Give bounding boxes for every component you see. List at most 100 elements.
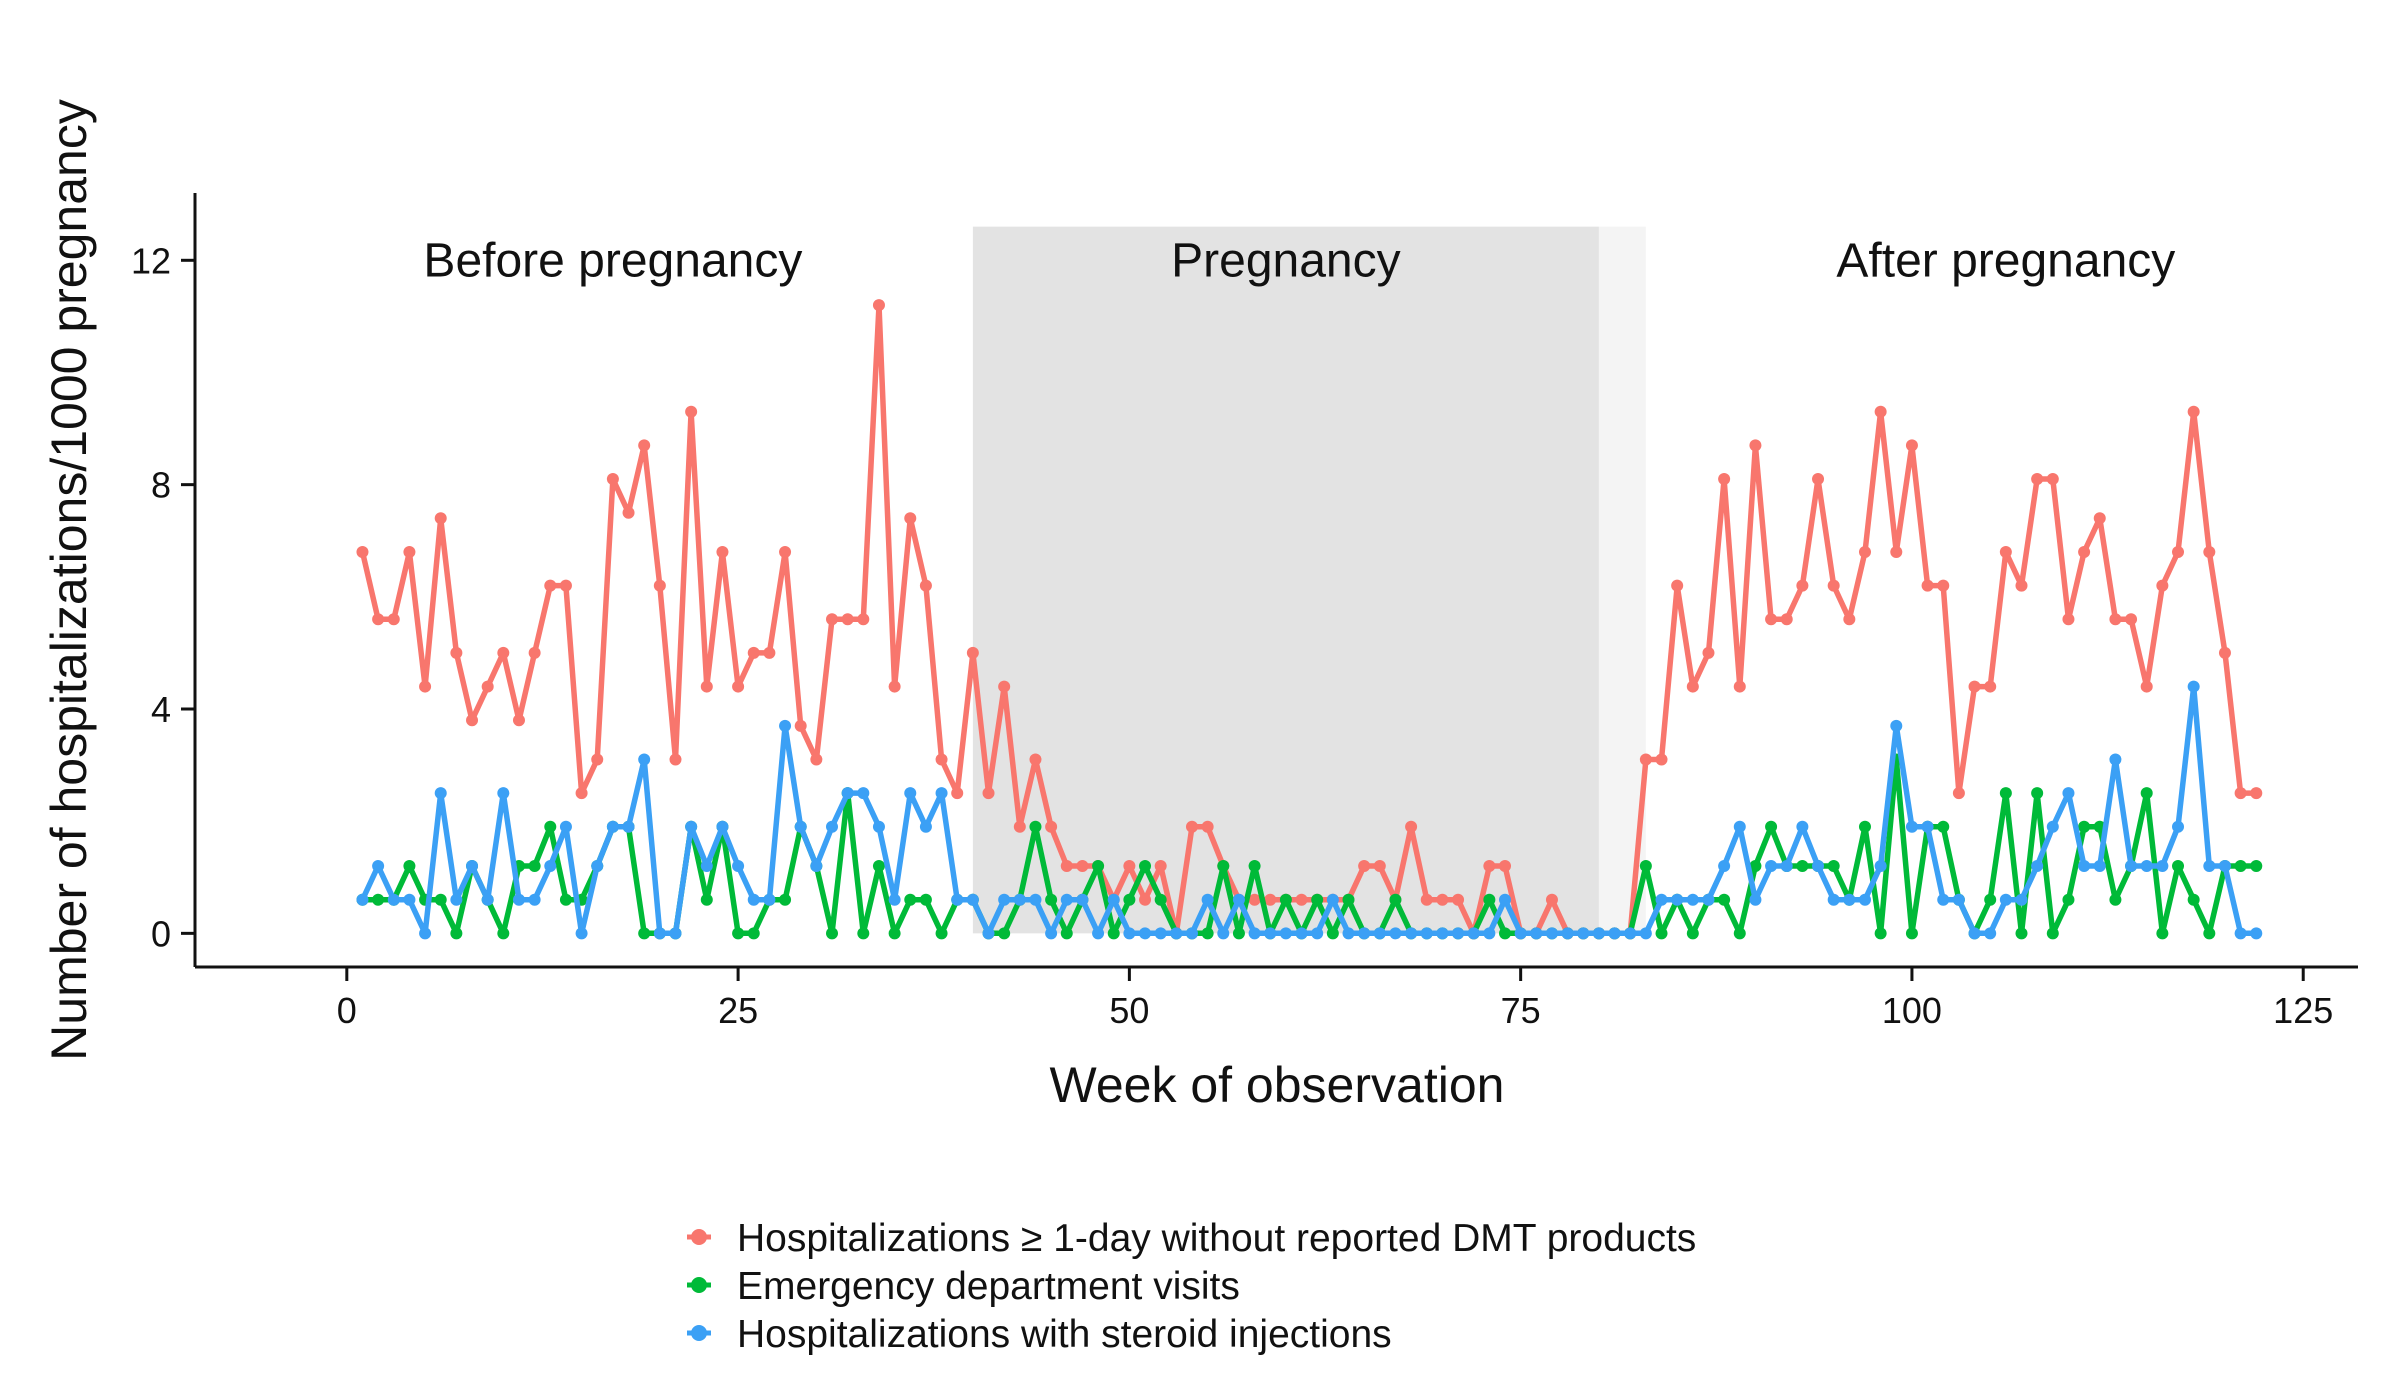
y-tick-label: 8: [151, 465, 171, 506]
legend-key-point: [691, 1277, 707, 1293]
data-point: [732, 927, 745, 940]
data-point: [1749, 860, 1762, 873]
data-point: [1655, 927, 1668, 940]
data-point: [1530, 927, 1543, 940]
data-point: [2031, 860, 2044, 873]
data-point: [1373, 860, 1386, 873]
data-point: [779, 545, 792, 558]
x-tick-label: 50: [1109, 990, 1149, 1031]
data-point: [919, 893, 932, 906]
data-point: [1107, 893, 1120, 906]
data-point: [1968, 927, 1981, 940]
legend-label: Emergency department visits: [737, 1265, 1240, 1308]
axes-layer: [193, 193, 2358, 969]
data-point: [1013, 893, 1026, 906]
data-point: [747, 927, 760, 940]
data-point: [888, 893, 901, 906]
data-point: [763, 646, 776, 659]
data-point: [1045, 893, 1058, 906]
data-point: [497, 646, 510, 659]
data-point: [1154, 927, 1167, 940]
data-point: [2140, 680, 2153, 693]
data-point: [966, 646, 979, 659]
data-point: [403, 860, 416, 873]
data-point: [1092, 860, 1105, 873]
series-3: [356, 680, 2263, 940]
data-point: [763, 893, 776, 906]
data-point: [1154, 860, 1167, 873]
data-point: [1467, 927, 1480, 940]
region-shade-transition: [1598, 226, 1646, 934]
data-point: [2156, 579, 2169, 592]
data-point: [1827, 893, 1840, 906]
data-point: [450, 893, 463, 906]
data-point: [1796, 579, 1809, 592]
data-point: [1999, 545, 2012, 558]
data-point: [1107, 927, 1120, 940]
legend-label: Hospitalizations with steroid injections: [737, 1313, 1392, 1356]
data-point: [1812, 473, 1825, 486]
data-point: [1029, 753, 1042, 766]
data-point: [700, 893, 713, 906]
data-point: [1060, 893, 1073, 906]
data-point: [1639, 860, 1652, 873]
data-point: [1608, 927, 1621, 940]
data-point: [857, 613, 870, 626]
data-point: [2015, 893, 2028, 906]
data-point: [1420, 893, 1433, 906]
data-point: [2078, 860, 2091, 873]
data-point: [1076, 893, 1089, 906]
data-point: [841, 787, 854, 800]
data-point: [857, 927, 870, 940]
data-point: [497, 787, 510, 800]
data-point: [966, 893, 979, 906]
data-point: [2015, 579, 2028, 592]
data-point: [559, 820, 572, 833]
data-point: [716, 820, 729, 833]
data-point: [606, 473, 619, 486]
data-point: [2062, 893, 2075, 906]
legend-item-3: Hospitalizations with steroid injections: [687, 1313, 1392, 1356]
data-point: [1890, 545, 1903, 558]
data-point: [2156, 860, 2169, 873]
data-point: [826, 927, 839, 940]
data-point: [1029, 820, 1042, 833]
data-point: [1139, 927, 1152, 940]
data-point: [2172, 820, 2185, 833]
data-point: [951, 893, 964, 906]
data-point: [1796, 820, 1809, 833]
data-point: [1483, 927, 1496, 940]
data-point: [1733, 927, 1746, 940]
data-point: [857, 787, 870, 800]
data-point: [2109, 613, 2122, 626]
data-point: [622, 820, 635, 833]
data-point: [1890, 719, 1903, 732]
data-point: [1452, 893, 1465, 906]
data-point: [512, 714, 525, 727]
data-point: [904, 893, 917, 906]
data-point: [2187, 893, 2200, 906]
data-point: [1827, 579, 1840, 592]
data-point: [1483, 893, 1496, 906]
data-point: [2125, 860, 2138, 873]
legend-key-point: [691, 1229, 707, 1245]
series-line-3: [359, 683, 2260, 937]
data-point: [1201, 927, 1214, 940]
data-point: [2203, 545, 2216, 558]
data-point: [1123, 927, 1136, 940]
data-point: [732, 860, 745, 873]
data-point: [2203, 860, 2216, 873]
data-point: [2218, 860, 2231, 873]
data-point: [1827, 860, 1840, 873]
data-point: [747, 893, 760, 906]
x-tick-label: 100: [1882, 990, 1942, 1031]
legend-item-2: Emergency department visits: [687, 1265, 1240, 1308]
data-point: [1968, 680, 1981, 693]
data-point: [2140, 787, 2153, 800]
regions-layer: [972, 226, 1646, 934]
data-point: [497, 927, 510, 940]
data-point: [1545, 893, 1558, 906]
data-point: [1999, 787, 2012, 800]
